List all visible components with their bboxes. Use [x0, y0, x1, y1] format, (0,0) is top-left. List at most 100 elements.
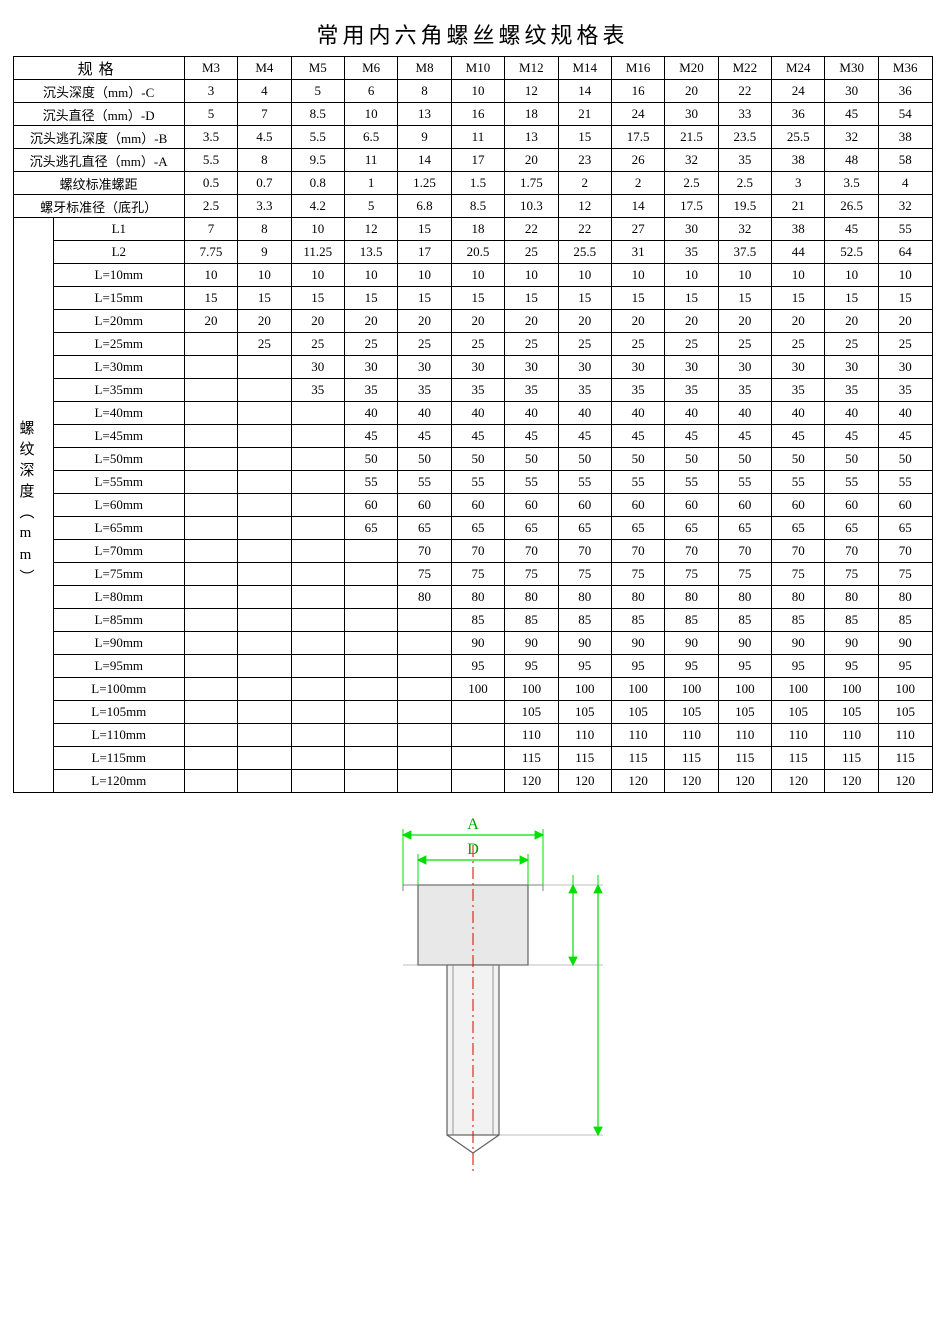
cell: 75 [665, 563, 718, 586]
cell: 5 [344, 195, 397, 218]
cell: 4 [878, 172, 932, 195]
cell [184, 448, 237, 471]
cell: 85 [611, 609, 664, 632]
cell: 8.5 [291, 103, 344, 126]
cell [238, 356, 291, 379]
cell: 7 [184, 218, 237, 241]
cell: 5.5 [184, 149, 237, 172]
cell: 17 [398, 241, 451, 264]
cell: 35 [718, 379, 771, 402]
cell: 50 [344, 448, 397, 471]
cell: 8 [238, 218, 291, 241]
cell [291, 540, 344, 563]
cell: 25 [238, 333, 291, 356]
cell [344, 655, 397, 678]
cell: 25 [665, 333, 718, 356]
cell: 25 [558, 333, 611, 356]
cell: 14 [558, 80, 611, 103]
cell: 15 [611, 287, 664, 310]
cell: 50 [825, 448, 878, 471]
param-row-label: 沉头深度（mm）-C [13, 80, 184, 103]
cell: 60 [505, 494, 558, 517]
cell: 9.5 [291, 149, 344, 172]
cell [344, 770, 397, 793]
cell: 120 [558, 770, 611, 793]
cell: 60 [611, 494, 664, 517]
size-header: M22 [718, 57, 771, 80]
cell: 10.3 [505, 195, 558, 218]
cell: 60 [398, 494, 451, 517]
cell: 95 [718, 655, 771, 678]
cell: 110 [718, 724, 771, 747]
cell: 6.5 [344, 126, 397, 149]
size-header: M10 [451, 57, 504, 80]
cell: 95 [558, 655, 611, 678]
cell [184, 678, 237, 701]
cell: 105 [772, 701, 825, 724]
cell [238, 517, 291, 540]
cell: 26.5 [825, 195, 878, 218]
cell: 50 [451, 448, 504, 471]
cell: 35 [558, 379, 611, 402]
cell: 105 [611, 701, 664, 724]
cell [451, 724, 504, 747]
depth-row-label: L=50mm [53, 448, 184, 471]
cell [344, 586, 397, 609]
cell: 40 [611, 402, 664, 425]
cell [291, 678, 344, 701]
size-header: M8 [398, 57, 451, 80]
cell: 50 [611, 448, 664, 471]
cell: 110 [665, 724, 718, 747]
cell: 65 [505, 517, 558, 540]
screw-diagram: AD [13, 805, 933, 1190]
cell [451, 701, 504, 724]
cell: 3 [184, 80, 237, 103]
size-header: M5 [291, 57, 344, 80]
cell [238, 563, 291, 586]
cell: 65 [772, 517, 825, 540]
cell [184, 402, 237, 425]
cell: 60 [718, 494, 771, 517]
cell: 19.5 [718, 195, 771, 218]
cell: 75 [718, 563, 771, 586]
cell: 40 [665, 402, 718, 425]
depth-row-label: L=55mm [53, 471, 184, 494]
cell: 11 [344, 149, 397, 172]
cell [238, 678, 291, 701]
cell: 13.5 [344, 241, 397, 264]
cell [291, 609, 344, 632]
depth-row-label: L=35mm [53, 379, 184, 402]
cell: 30 [611, 356, 664, 379]
cell: 55 [505, 471, 558, 494]
cell: 10 [451, 264, 504, 287]
cell: 25 [291, 333, 344, 356]
cell: 35 [344, 379, 397, 402]
cell: 15 [451, 287, 504, 310]
cell: 100 [825, 678, 878, 701]
cell [291, 724, 344, 747]
cell: 8 [238, 149, 291, 172]
cell: 40 [558, 402, 611, 425]
cell: 20 [825, 310, 878, 333]
cell: 25 [878, 333, 932, 356]
cell [291, 701, 344, 724]
cell: 22 [718, 80, 771, 103]
cell: 115 [611, 747, 664, 770]
cell: 27 [611, 218, 664, 241]
cell: 38 [772, 218, 825, 241]
cell: 20 [505, 310, 558, 333]
cell: 105 [665, 701, 718, 724]
cell: 90 [825, 632, 878, 655]
cell: 45 [398, 425, 451, 448]
cell: 105 [505, 701, 558, 724]
cell: 120 [772, 770, 825, 793]
cell [238, 540, 291, 563]
cell [344, 540, 397, 563]
cell: 36 [878, 80, 932, 103]
cell: 12 [558, 195, 611, 218]
cell: 11 [451, 126, 504, 149]
cell: 38 [878, 126, 932, 149]
cell: 13 [505, 126, 558, 149]
cell: 80 [825, 586, 878, 609]
cell: 2 [611, 172, 664, 195]
